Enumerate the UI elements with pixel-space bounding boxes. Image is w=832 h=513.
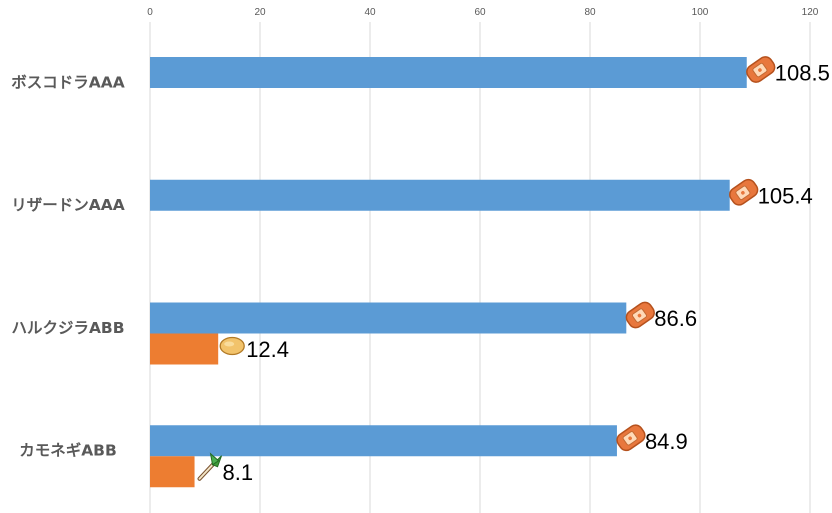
data-label: 84.9 [645, 429, 688, 454]
x-tick-label: 0 [147, 7, 153, 18]
x-axis-tick-labels: 0 20 40 60 80 100 120 [147, 7, 819, 18]
bar [150, 425, 617, 457]
data-label: 86.6 [654, 306, 697, 331]
x-tick-label: 100 [692, 7, 709, 18]
data-labels: 108.5 105.4 86.6 12.4 84.9 8.1 [223, 61, 830, 485]
data-label: 12.4 [246, 337, 289, 362]
potato-icon [219, 336, 245, 356]
category-label: ボスコドラAAA [11, 73, 125, 91]
leek-icon [197, 452, 223, 481]
x-tick-label: 40 [364, 7, 376, 18]
x-tick-label: 120 [802, 7, 819, 18]
x-tick-label: 60 [474, 7, 486, 18]
data-label: 8.1 [223, 460, 254, 485]
tofu-icon [616, 424, 646, 452]
gridlines [149, 22, 811, 513]
tofu-icon [625, 301, 655, 329]
x-tick-label: 20 [254, 7, 266, 18]
bar [150, 179, 730, 211]
data-label: 108.5 [775, 61, 830, 86]
bar-icons [197, 56, 776, 481]
x-tick-label: 80 [584, 7, 596, 18]
tofu-icon [746, 56, 776, 83]
bar [150, 302, 627, 334]
bar [150, 456, 195, 488]
tofu-icon [729, 178, 759, 206]
category-labels: ボスコドラAAA リザードンAAA ハルクジラABB カモネギABB [11, 73, 125, 459]
category-label: ハルクジラABB [11, 319, 124, 337]
bar [150, 333, 219, 365]
bars [150, 57, 747, 488]
category-label: カモネギABB [19, 442, 117, 460]
category-label: リザードンAAA [11, 196, 125, 214]
bar [150, 57, 747, 88]
data-label: 105.4 [758, 183, 813, 208]
